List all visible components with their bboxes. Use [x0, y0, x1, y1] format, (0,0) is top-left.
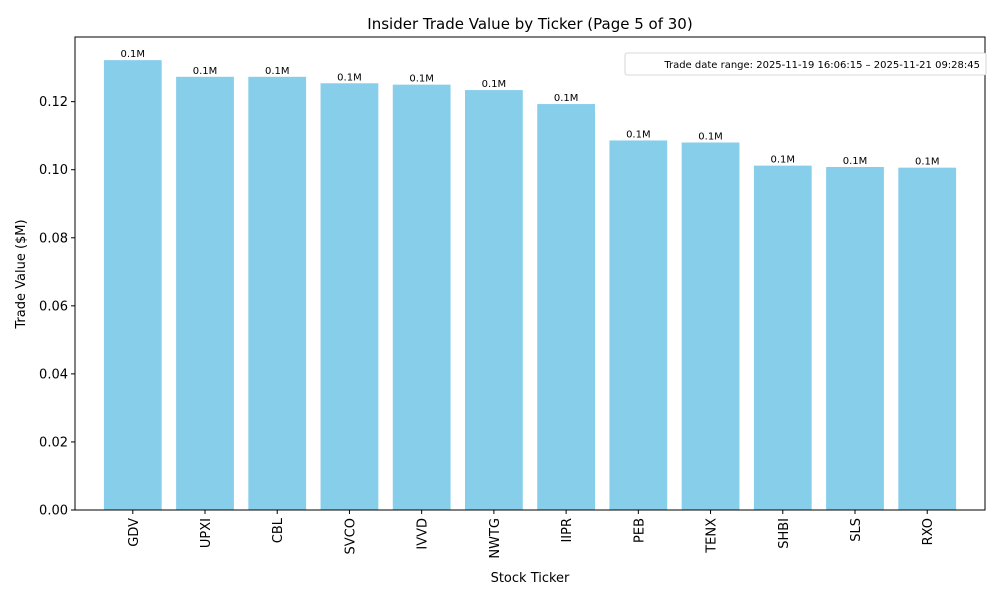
data-label-svco: 0.1M: [337, 72, 362, 83]
y-tick-label: 0.06: [39, 299, 68, 314]
bar-tenx: [681, 142, 740, 511]
x-tick-label-svco: SVCO: [343, 518, 358, 554]
data-label-tenx: 0.1M: [698, 131, 723, 142]
x-tick-label-rxo: RXO: [921, 518, 936, 545]
x-tick-label-iipr: IIPR: [560, 518, 575, 543]
x-axis-label: Stock Ticker: [491, 571, 570, 586]
x-tick-label-upxi: UPXI: [199, 518, 214, 548]
y-tick-label: 0.10: [39, 163, 68, 178]
y-tick-label: 0.02: [39, 435, 68, 450]
data-label-shbi: 0.1M: [771, 155, 796, 166]
data-label-gdv: 0.1M: [121, 49, 146, 60]
data-label-nwtg: 0.1M: [482, 79, 507, 90]
bar-cbl: [248, 76, 307, 511]
bar-iipr: [537, 104, 595, 511]
data-labels-layer: 0.1M 0.1M 0.1M 0.1M 0.1M 0.1M 0.1M 0.1M 0.1M 0.1M…: [121, 49, 940, 168]
y-tick-label: 0.00: [39, 504, 68, 519]
annotation-box: Trade date range: 2025-11-19 16:06:15 – …: [624, 52, 987, 76]
x-tick-label-shbi: SHBI: [777, 518, 792, 549]
y-axis: 0.00 0.02 0.04 0.06 0.08 0.10 0.12: [39, 95, 75, 519]
bars-layer: [103, 60, 957, 511]
data-label-upxi: 0.1M: [193, 66, 218, 77]
x-tick-label-ivvd: IVVD: [416, 518, 431, 550]
bar-svco: [320, 83, 379, 510]
x-tick-label-cbl: CBL: [271, 517, 286, 543]
y-tick-label: 0.04: [39, 367, 68, 382]
x-tick-label-gdv: GDV: [127, 518, 142, 547]
y-axis-label: Trade Value ($M): [14, 219, 29, 329]
bar-rxo: [898, 167, 957, 510]
chart-title: Insider Trade Value by Ticker (Page 5 of…: [367, 15, 692, 33]
data-label-rxo: 0.1M: [915, 157, 940, 168]
data-label-peb: 0.1M: [626, 129, 651, 140]
data-label-iipr: 0.1M: [554, 93, 579, 104]
bar-gdv: [103, 60, 162, 511]
x-tick-label-tenx: TENX: [705, 518, 720, 554]
bar-peb: [609, 140, 668, 510]
x-axis: GDV UPXI CBL SVCO IVVD NWTG IIPR PEB TENX SHBI SLS…: [127, 510, 936, 559]
date-range-annotation: Trade date range: 2025-11-19 16:06:15 – …: [663, 60, 980, 71]
x-tick-label-nwtg: NWTG: [488, 518, 503, 559]
annotation-frame: [624, 52, 987, 76]
y-tick-label: 0.08: [39, 231, 68, 246]
y-tick-label: 0.12: [39, 95, 68, 110]
data-label-ivvd: 0.1M: [409, 74, 434, 85]
bar-shbi: [753, 165, 812, 510]
plot-frame: [74, 36, 986, 511]
bar-upxi: [176, 76, 234, 511]
bar-sls: [826, 166, 884, 510]
x-tick-label-peb: PEB: [632, 518, 647, 543]
bar-ivvd: [392, 84, 451, 510]
x-tick-label-sls: SLS: [849, 518, 864, 542]
data-label-cbl: 0.1M: [265, 66, 290, 77]
data-label-sls: 0.1M: [843, 156, 868, 167]
bar-nwtg: [465, 90, 523, 510]
